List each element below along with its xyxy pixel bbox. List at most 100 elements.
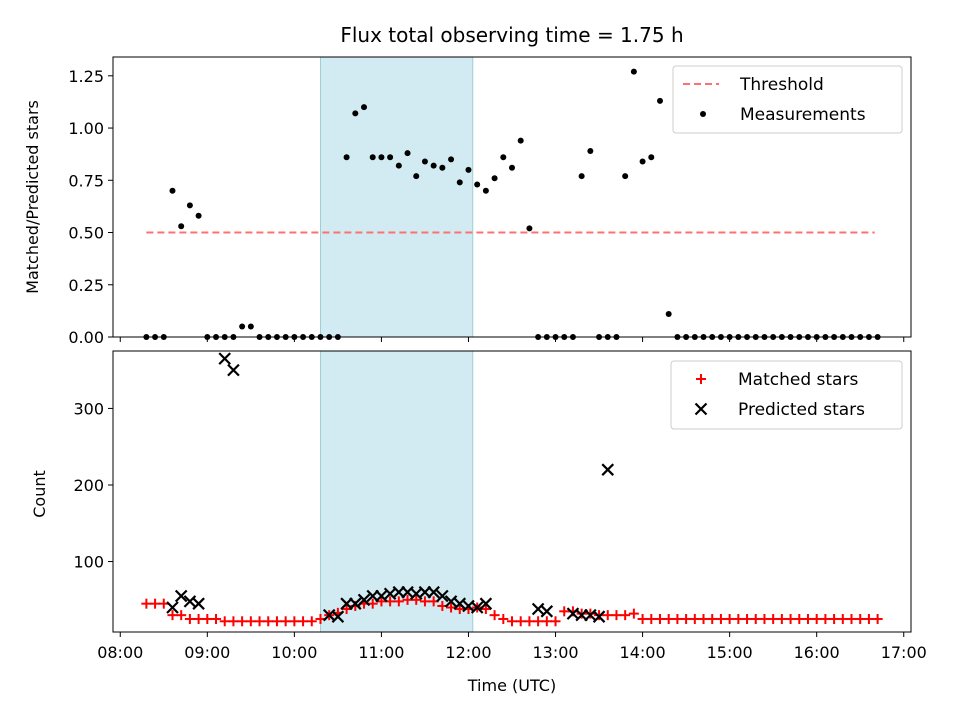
top-y-axis: 0.00 0.25 0.50 0.75 1.00 1.25	[68, 67, 113, 347]
predicted-star-point	[592, 610, 606, 623]
matched-star-point	[698, 613, 709, 624]
matched-star-point	[480, 604, 491, 615]
measurement-point	[648, 154, 655, 161]
measurement-point	[578, 173, 585, 180]
matched-star-point	[715, 613, 726, 624]
measurement-point	[430, 162, 437, 169]
predicted-star-point	[444, 595, 458, 608]
measurement-point	[500, 154, 507, 161]
matched-star-point	[419, 596, 430, 607]
measurement-point	[439, 164, 446, 171]
predicted-star-point	[479, 597, 493, 610]
matched-star-point	[263, 616, 274, 627]
measurement-point	[509, 164, 515, 171]
matched-star-point	[724, 613, 735, 624]
predicted-star-point	[601, 463, 615, 476]
predicted-star-point	[349, 597, 362, 610]
predicted-star-point	[166, 601, 179, 614]
matched-star-point	[837, 613, 848, 624]
predicted-star-point-b	[453, 597, 467, 610]
matched-star-point	[646, 613, 657, 624]
x-tick-label: 08:00	[97, 643, 143, 662]
predicted-star-point	[227, 363, 240, 377]
matched-star-point	[280, 616, 291, 627]
matched-star-point	[628, 608, 639, 619]
measurement-point	[378, 154, 385, 161]
measurement-point	[369, 154, 376, 161]
y-tick-label: 1.25	[68, 67, 104, 86]
y-tick-label: 0.00	[68, 328, 104, 347]
y-tick-label: 200	[73, 476, 104, 495]
predicted-star-point	[453, 597, 467, 610]
measurement-point	[239, 323, 246, 330]
predicted-star-point-b	[436, 589, 449, 603]
matched-star-point	[637, 613, 648, 624]
matched-star-point	[663, 613, 674, 624]
matched-star-point	[541, 616, 552, 627]
predicted-star-point-b	[166, 601, 179, 614]
matched-star-point	[141, 598, 152, 609]
measurement-point	[491, 175, 498, 182]
matched-star-point	[507, 616, 517, 627]
matched-star-point	[846, 613, 857, 624]
matched-star-point	[602, 610, 613, 621]
matched-star-point	[150, 598, 161, 609]
measurement-point	[387, 154, 394, 161]
predicted-star-point	[357, 593, 371, 607]
legend-label: Measurements	[740, 105, 866, 125]
matched-star-point	[202, 613, 213, 624]
matched-star-point	[167, 610, 178, 621]
predicted-star-point-b	[357, 593, 371, 607]
measurement-point	[517, 137, 524, 144]
predicted-star-point	[540, 605, 554, 618]
matched-star-point	[829, 613, 840, 624]
legend-box	[670, 360, 903, 430]
predicted-star-point	[470, 601, 484, 614]
predicted-star-point-b	[227, 363, 240, 377]
matched-star-point	[820, 613, 831, 624]
x-tick-label: 12:00	[445, 643, 491, 662]
matched-star-point	[219, 616, 230, 627]
y-tick-label: 0.25	[68, 276, 104, 295]
matched-star-point	[707, 613, 718, 624]
matched-star-point	[742, 613, 753, 624]
matched-star-point	[654, 613, 665, 624]
x-tick-label: 15:00	[707, 643, 753, 662]
predicted-star-point-b	[470, 601, 484, 614]
measurement-point	[665, 311, 672, 318]
y-tick-label: 1.00	[68, 119, 104, 138]
measurement-point	[247, 323, 254, 330]
matched-star-point	[794, 613, 805, 624]
measurement-point	[186, 202, 193, 209]
measurement-point	[630, 68, 637, 75]
predicted-star-point-b	[427, 585, 440, 599]
measurement-point	[352, 110, 359, 117]
matched-star-point	[524, 616, 535, 627]
legend-label: Predicted stars	[738, 400, 865, 420]
matched-star-point	[393, 596, 404, 607]
matched-star-point	[228, 616, 239, 627]
bottom-x-axis-label: Time (UTC)	[467, 676, 556, 695]
predicted-star-point-b	[349, 597, 362, 610]
predicted-star-point-b	[592, 610, 606, 623]
matched-star-point	[533, 616, 544, 627]
predicted-star-point	[375, 589, 388, 603]
measurement-point	[465, 166, 472, 173]
measurement-point	[639, 158, 646, 165]
legend-matched-swatch	[696, 374, 706, 384]
measurement-point	[343, 154, 350, 161]
predicted-star-point	[218, 352, 231, 365]
predicted-star-point-b	[409, 587, 423, 600]
measurement-point	[404, 150, 411, 157]
bottom-y-axis-label: Count	[30, 470, 49, 518]
predicted-star-point-b	[192, 597, 205, 610]
x-tick-label: 14:00	[620, 643, 666, 662]
matched-star-point	[863, 613, 874, 624]
predicted-star-point	[427, 585, 440, 599]
measurement-point	[448, 156, 455, 163]
matched-star-point	[620, 610, 631, 621]
matched-star-point	[454, 604, 465, 615]
measurement-point	[195, 212, 202, 219]
matched-star-point	[306, 616, 317, 627]
